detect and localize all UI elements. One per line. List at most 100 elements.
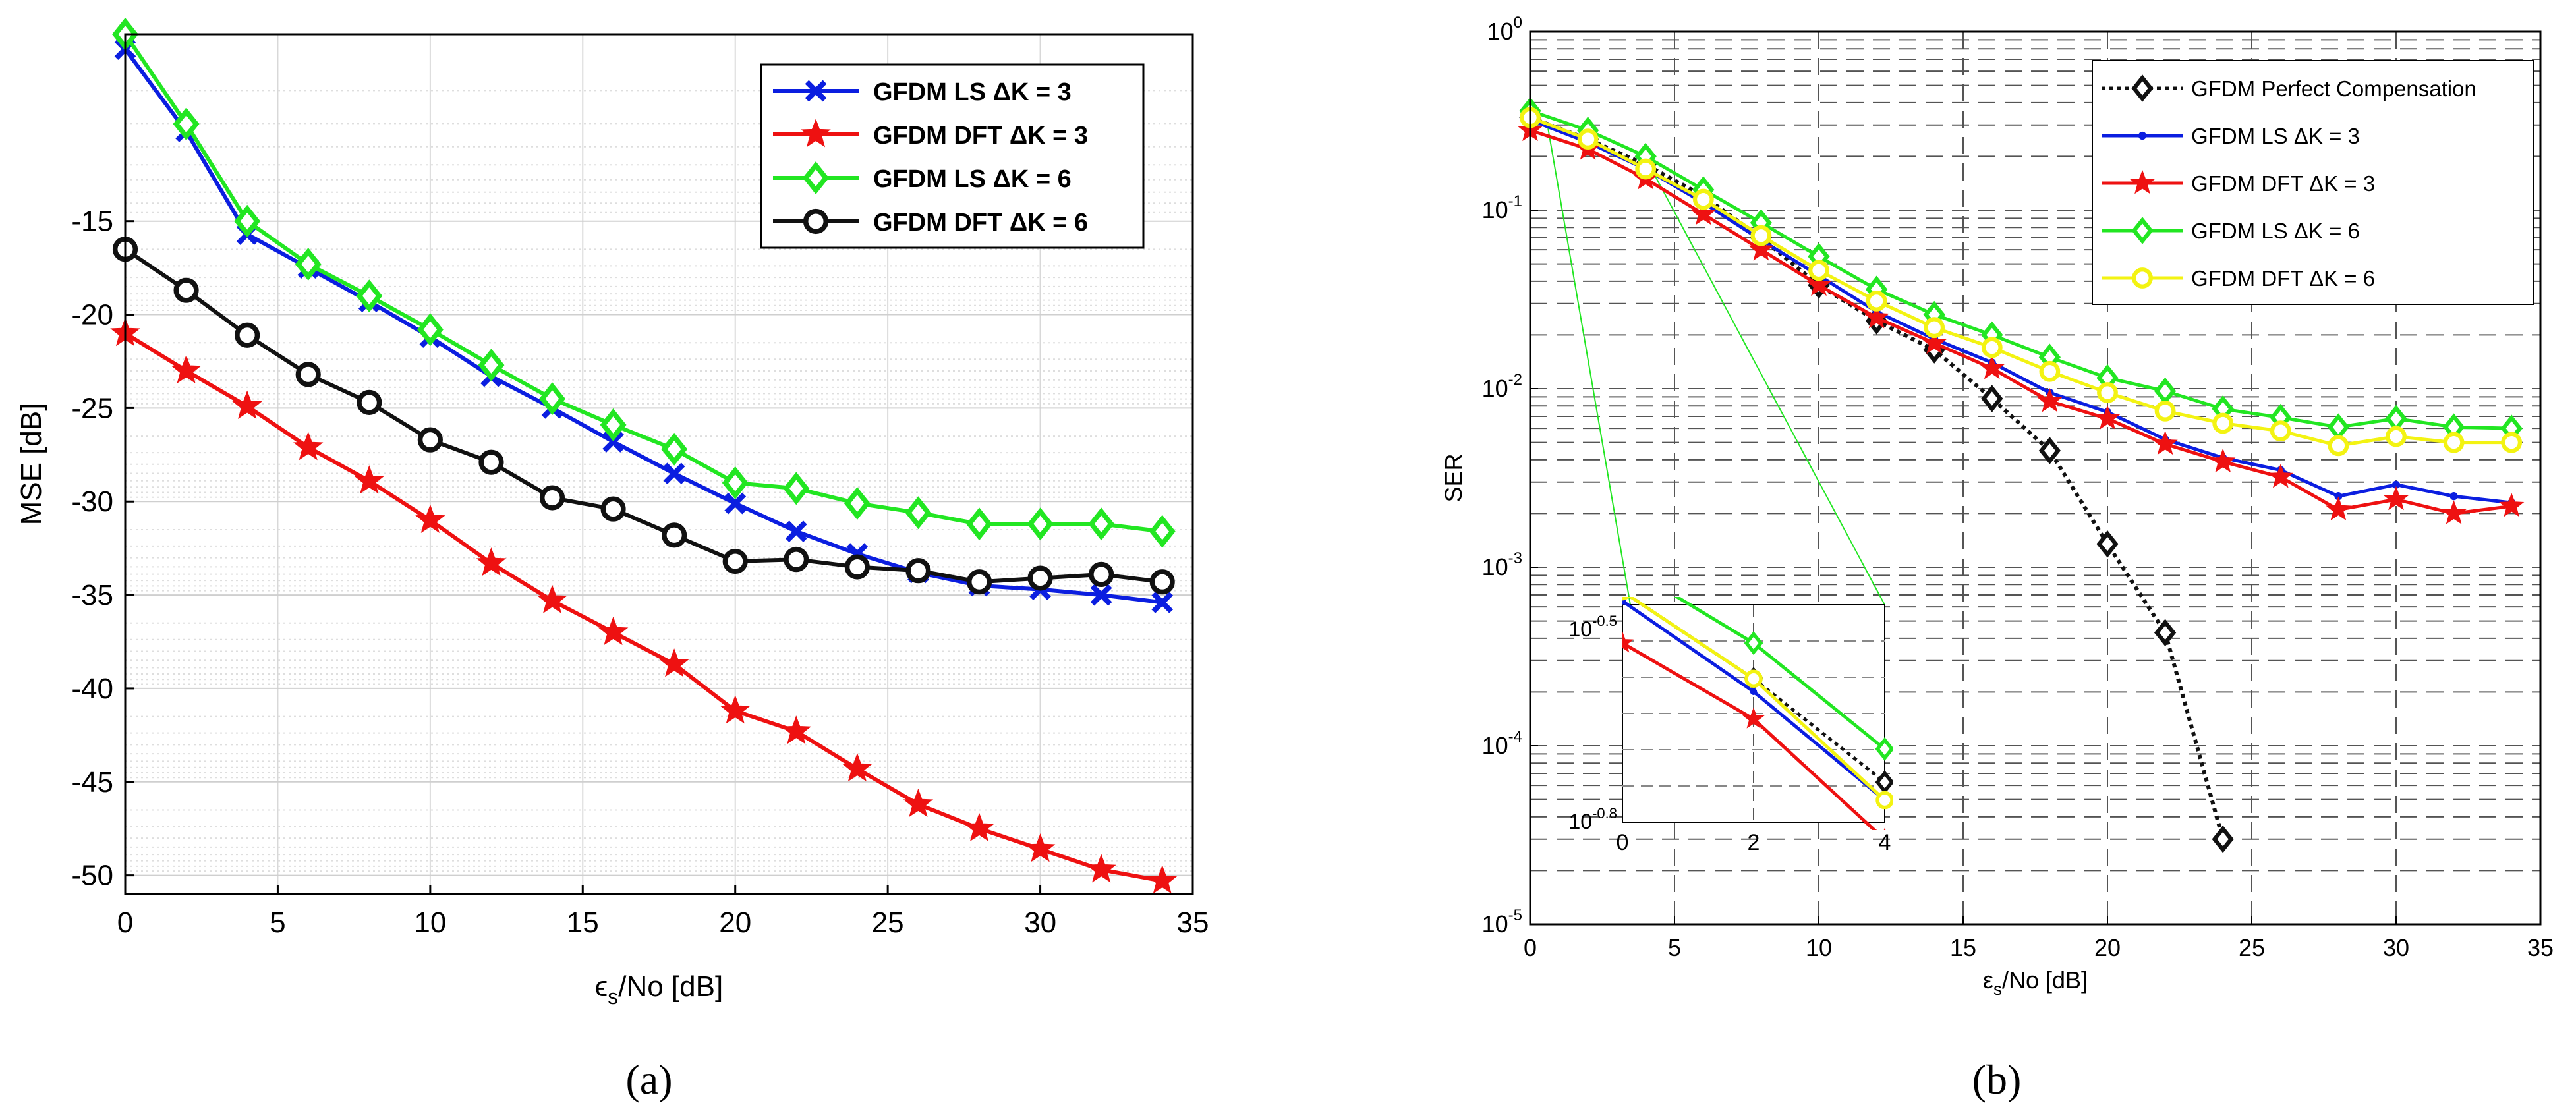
legend-item: GFDM DFT ΔK = 6	[773, 208, 1088, 237]
legend-label: GFDM LS ΔK = 6	[873, 165, 1072, 193]
x-tick-label: 25	[2239, 934, 2265, 961]
chart-a-y-axis-label: MSE [dB]	[15, 403, 47, 526]
point-gfdm-dft-k-3	[1864, 304, 1889, 329]
y-tick-label: -25	[71, 392, 113, 424]
inset-x-tick-label: 0	[1617, 830, 1629, 855]
y-tick-label: 10-2	[1482, 371, 1522, 402]
point-gfdm-dft-k-6	[1027, 565, 1053, 591]
legend-marker	[805, 80, 827, 102]
inset-series-gfdm-dft-k-3	[1622, 631, 1886, 830]
x-tick-label: 15	[567, 907, 599, 939]
point-gfdm-dft-k-3	[903, 788, 934, 818]
y-tick-label: -45	[71, 766, 113, 798]
point-gfdm-dft-k-6	[2386, 426, 2407, 447]
point-gfdm-dft-k-3	[598, 616, 629, 646]
inset-series-gfdm-ls-k-6	[1673, 597, 1893, 761]
point-gfdm-dft-k-6	[1635, 158, 1657, 180]
legend-item: GFDM LS ΔK = 6	[773, 161, 1072, 194]
x-tick-label: 10	[1806, 934, 1832, 961]
chart-b-y-axis-label: SER	[1440, 453, 1467, 502]
point-gfdm-ls-k-6	[356, 279, 383, 313]
point-gfdm-ls-k-3	[602, 431, 624, 453]
legend-marker	[2132, 267, 2153, 289]
chart-b-y-ticks: 100 10-1 10-2 10-3 10-4 10-5	[1482, 14, 1538, 938]
chart-b-frame	[1529, 30, 2542, 926]
point-gfdm-dft-k-6	[905, 558, 931, 584]
point-gfdm-ls-k-6	[416, 313, 444, 347]
point-gfdm-ls-k-6	[844, 487, 871, 520]
point-gfdm-ls-k-6	[234, 204, 261, 238]
point-gfdm-dft-k-6	[966, 569, 992, 595]
series-gfdm-dft-k-3	[1517, 117, 2525, 524]
point-gfdm-ls-k-6	[478, 349, 505, 382]
legend-marker	[2129, 169, 2156, 194]
chart-b-series	[1517, 97, 2525, 853]
point-gfdm-dft-k-3	[964, 812, 994, 842]
point-gfdm-dft-k-6	[784, 547, 809, 573]
point-gfdm-dft-k-6	[844, 554, 870, 580]
point-gfdm-dft-k-3	[2383, 486, 2409, 511]
y-tick-label: 10-1	[1482, 192, 1522, 223]
point-gfdm-ls-k-6	[295, 247, 322, 281]
point-gfdm-dft-k-3	[2152, 430, 2178, 455]
point-gfdm-dft-k-3	[2326, 496, 2351, 520]
x-tick-label: 0	[117, 907, 133, 939]
legend-label: GFDM LS ΔK = 3	[873, 78, 1072, 106]
legend-item: GFDM LS ΔK = 3	[2102, 124, 2360, 148]
series-gfdm-dft-k-6	[1520, 107, 2523, 457]
inset-y-tick-label: 10-0.8	[1568, 805, 1617, 833]
x-tick-label: 15	[1950, 934, 1976, 961]
legend-item: GFDM DFT ΔK = 3	[2102, 169, 2375, 196]
chart-a-y-ticks: -15 -20 -25 -30 -35 -40 -45 -50	[71, 206, 134, 892]
x-tick-label: 0	[1524, 934, 1537, 961]
point-gfdm-ls-k-6	[661, 432, 688, 466]
chart-a-series	[110, 18, 1178, 894]
point-gfdm-dft-k-6	[539, 485, 565, 511]
point-gfdm-ls-k-3	[2449, 492, 2458, 501]
inset-line-gfdm-perfect-compensation	[1628, 597, 1886, 784]
point-gfdm-dft-k-6	[357, 389, 382, 415]
x-tick-label: 5	[1668, 934, 1681, 961]
point-gfdm-dft-k-6	[1981, 337, 2003, 358]
point-gfdm-dft-k-6	[2501, 432, 2523, 453]
inset-point-gfdm-ls-k-3	[1750, 688, 1758, 696]
y-tick-label: -30	[71, 486, 113, 518]
point-gfdm-dft-k-6	[1866, 290, 1887, 312]
point-gfdm-dft-k-3	[171, 354, 202, 384]
zoom-line	[1547, 125, 1631, 605]
point-gfdm-dft-k-3	[537, 584, 567, 613]
legend-marker	[801, 119, 831, 148]
legend-item: GFDM LS ΔK = 3	[773, 78, 1072, 106]
legend-item: GFDM DFT ΔK = 3	[773, 119, 1088, 150]
chart-a-legend: GFDM LS ΔK = 3 GFDM DFT ΔK = 3 GFDM LS ΔK …	[760, 63, 1145, 249]
inset-point-gfdm-dft-k-6	[1744, 669, 1763, 688]
point-gfdm-dft-k-6	[173, 277, 199, 303]
point-gfdm-dft-k-6	[1808, 260, 1829, 281]
panel-label-b: (b)	[1972, 1056, 2022, 1103]
point-gfdm-dft-k-6	[600, 496, 626, 522]
legend-marker	[2131, 74, 2154, 102]
point-gfdm-ls-k-3	[663, 462, 685, 485]
point-gfdm-perfect-compensation	[2212, 825, 2234, 853]
legend-label: GFDM LS ΔK = 3	[2191, 124, 2360, 148]
point-gfdm-ls-k-6	[905, 496, 932, 530]
y-tick-label: -35	[71, 579, 113, 611]
series-gfdm-dft-k-6	[112, 237, 1175, 595]
legend-label: GFDM DFT ΔK = 3	[873, 122, 1088, 150]
chart-b-x-axis-label: εs/No [dB]	[1983, 966, 2088, 999]
inset-x-tick-label: 2	[1748, 830, 1760, 855]
point-gfdm-dft-k-3	[1922, 329, 1947, 354]
chart-a-x-ticks: 0 5 10 15 20 25 30 35	[117, 885, 1209, 939]
legend-label: GFDM Perfect Compensation	[2191, 76, 2476, 101]
chart-a: 0 5 10 15 20 25 30 35 -15-20-25-30-35-40-45-50 …	[15, 18, 1209, 1103]
point-gfdm-dft-k-6	[2328, 435, 2349, 457]
chart-a-frame	[124, 33, 1194, 895]
point-gfdm-dft-k-3	[2037, 387, 2063, 412]
panel-label-a: (a)	[625, 1056, 672, 1103]
x-tick-label: 5	[270, 907, 285, 939]
line-gfdm-dft-k-3	[124, 331, 1163, 883]
point-gfdm-dft-k-3	[1806, 271, 1832, 296]
inset-point-gfdm-dft-k-3	[1742, 707, 1765, 729]
legend-item: GFDM DFT ΔK = 6	[2102, 266, 2375, 291]
